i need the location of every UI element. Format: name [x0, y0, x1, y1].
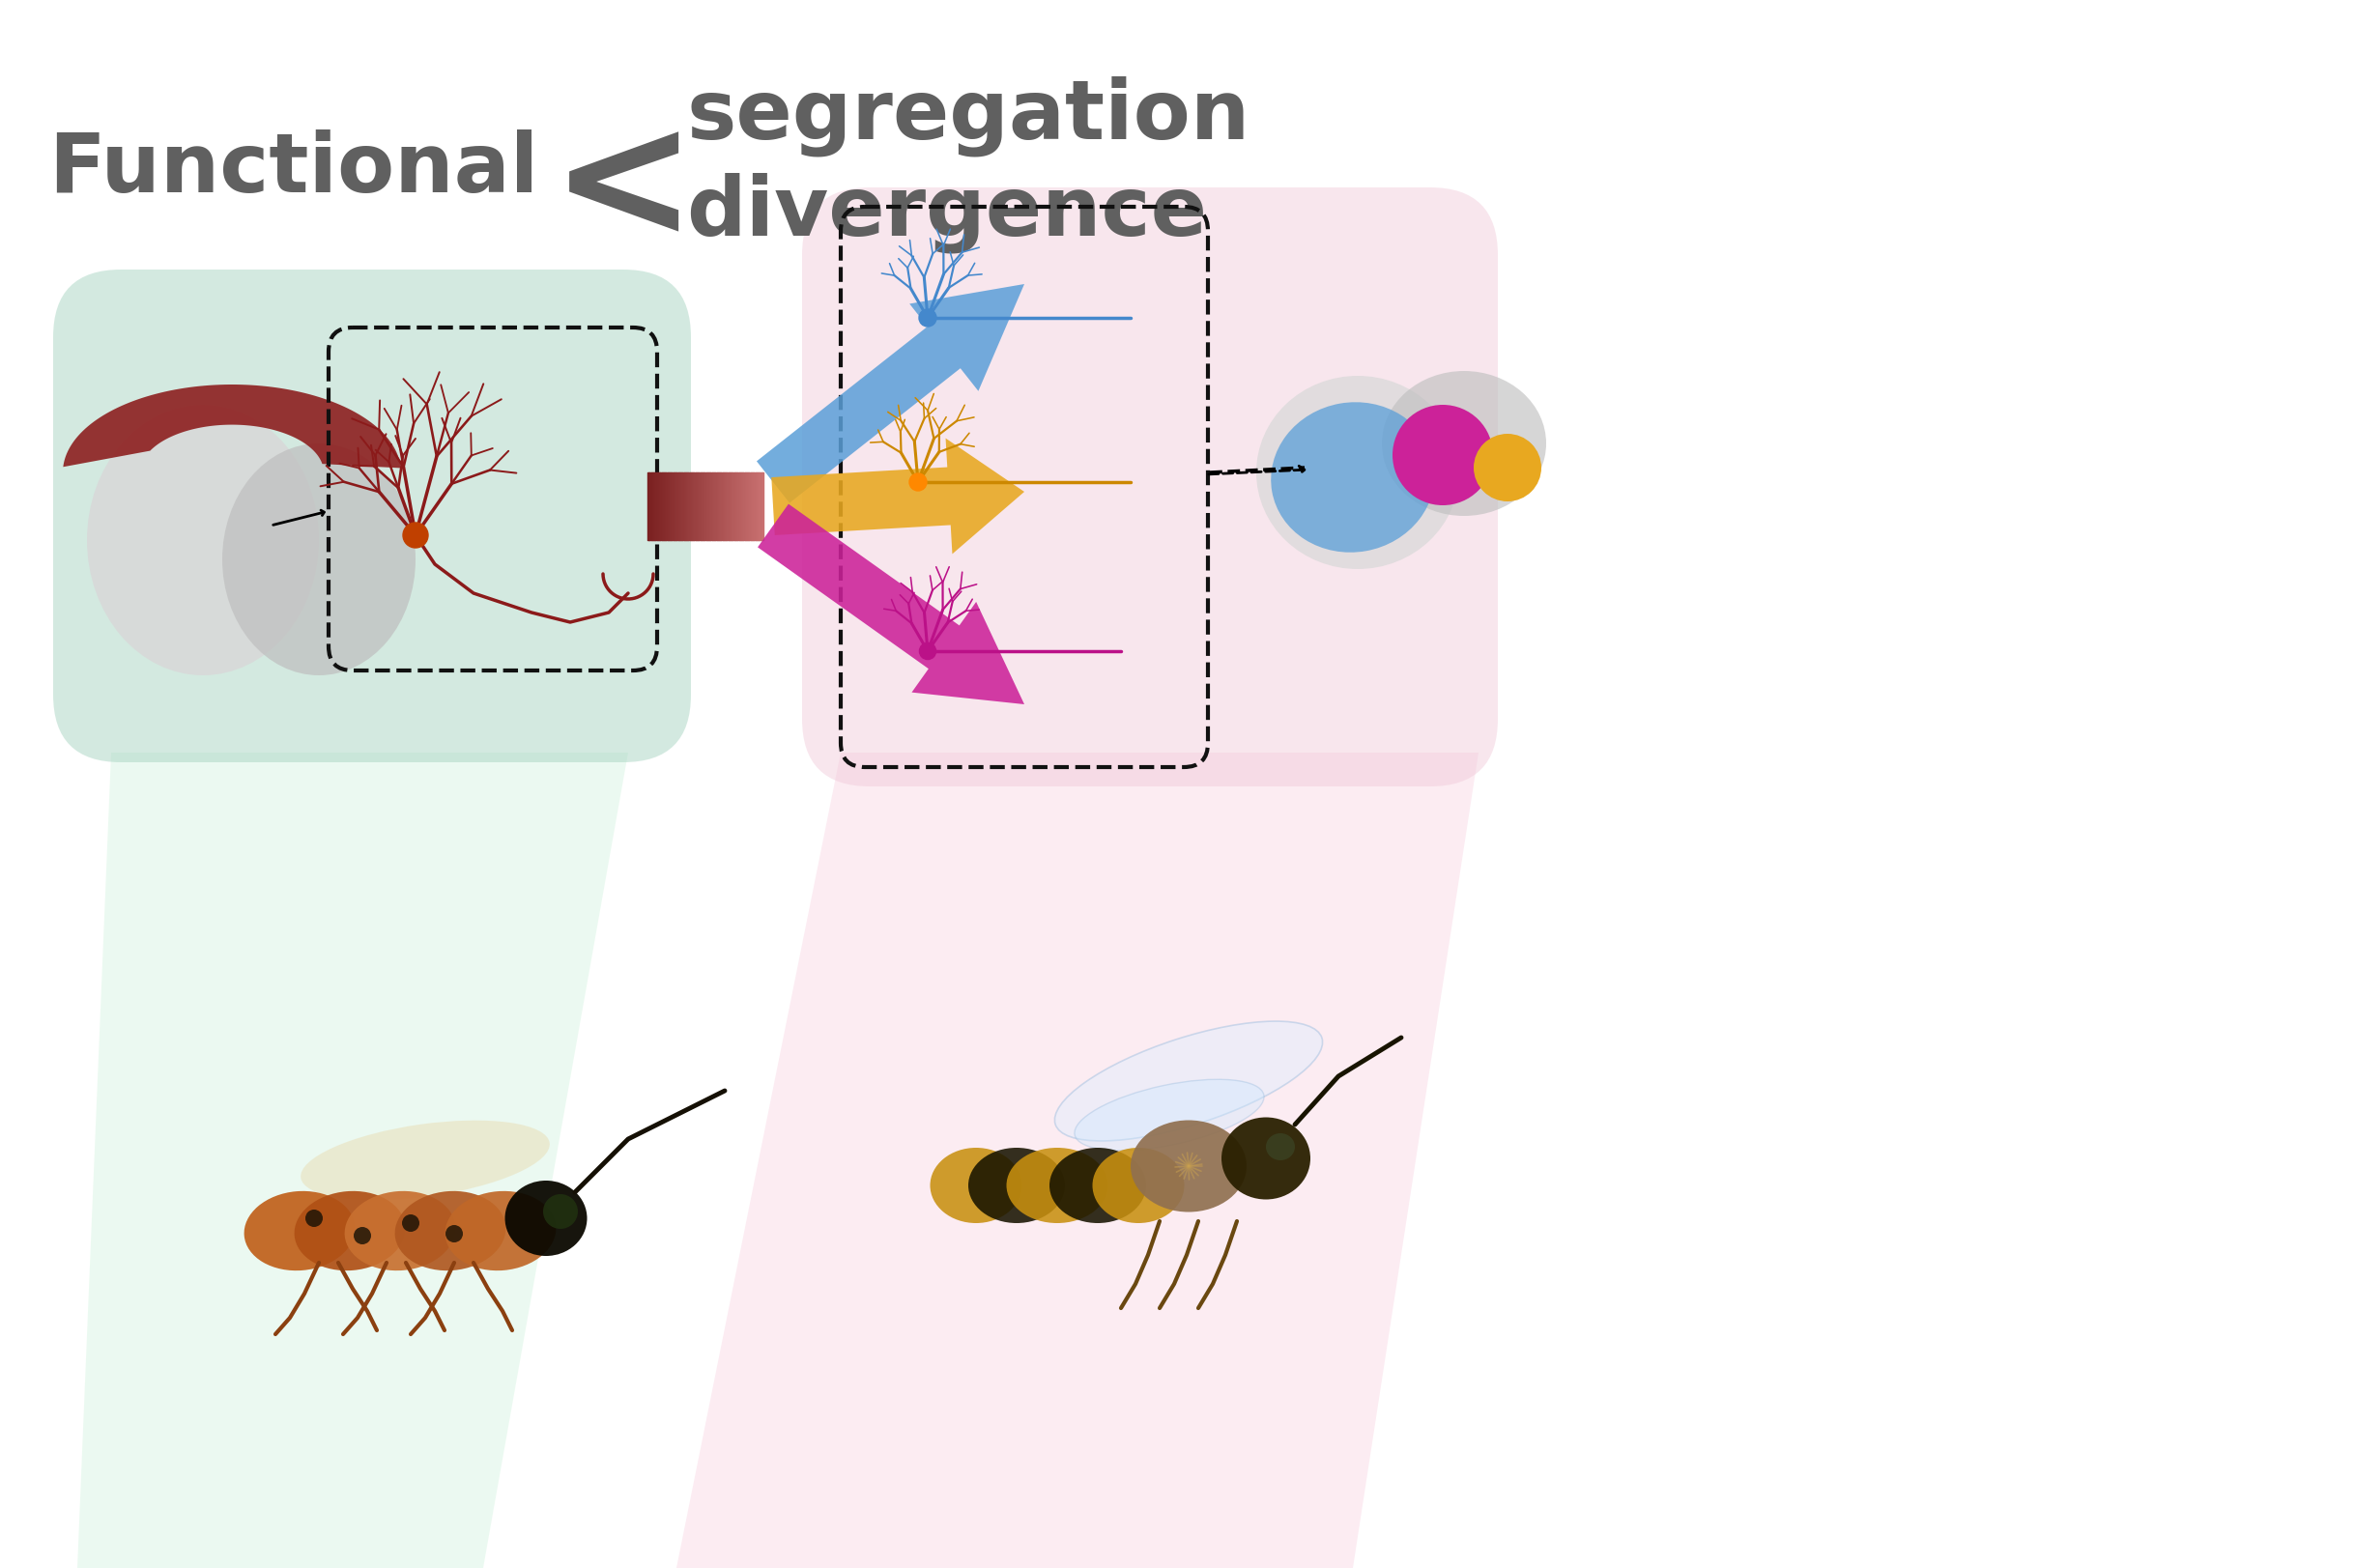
Ellipse shape — [245, 1192, 356, 1270]
Ellipse shape — [1050, 1148, 1147, 1223]
Ellipse shape — [396, 1192, 506, 1270]
Ellipse shape — [930, 1148, 1022, 1223]
Ellipse shape — [445, 1192, 556, 1270]
Circle shape — [306, 1210, 323, 1228]
Polygon shape — [676, 753, 1479, 1568]
Ellipse shape — [1074, 1080, 1265, 1151]
Polygon shape — [772, 439, 1024, 555]
Ellipse shape — [968, 1148, 1064, 1223]
Ellipse shape — [294, 1192, 405, 1270]
Ellipse shape — [1267, 1134, 1295, 1160]
Circle shape — [445, 1225, 464, 1242]
Ellipse shape — [1006, 1148, 1107, 1223]
Ellipse shape — [1130, 1121, 1246, 1212]
Circle shape — [403, 524, 429, 549]
FancyBboxPatch shape — [803, 188, 1498, 787]
Circle shape — [1392, 406, 1493, 506]
Circle shape — [544, 1195, 577, 1229]
Polygon shape — [64, 386, 400, 469]
Circle shape — [353, 1228, 372, 1245]
Polygon shape — [756, 285, 1024, 503]
Polygon shape — [758, 505, 1024, 706]
Circle shape — [918, 310, 937, 328]
Ellipse shape — [301, 1121, 549, 1201]
Polygon shape — [78, 753, 629, 1568]
Ellipse shape — [1255, 376, 1460, 569]
Ellipse shape — [1382, 372, 1547, 516]
Circle shape — [918, 643, 935, 660]
Circle shape — [403, 1215, 419, 1232]
Circle shape — [909, 474, 928, 491]
Ellipse shape — [221, 444, 414, 676]
Ellipse shape — [87, 406, 318, 676]
Text: segregation: segregation — [685, 75, 1251, 157]
Text: <: < — [551, 103, 697, 273]
Ellipse shape — [1055, 1022, 1324, 1142]
Ellipse shape — [344, 1192, 455, 1270]
Ellipse shape — [1272, 403, 1434, 554]
Text: divergence: divergence — [685, 172, 1208, 252]
Ellipse shape — [1093, 1148, 1185, 1223]
Circle shape — [1474, 434, 1540, 502]
FancyBboxPatch shape — [54, 270, 690, 762]
Ellipse shape — [1222, 1118, 1309, 1200]
Ellipse shape — [504, 1181, 586, 1256]
Text: Functional: Functional — [49, 129, 539, 209]
